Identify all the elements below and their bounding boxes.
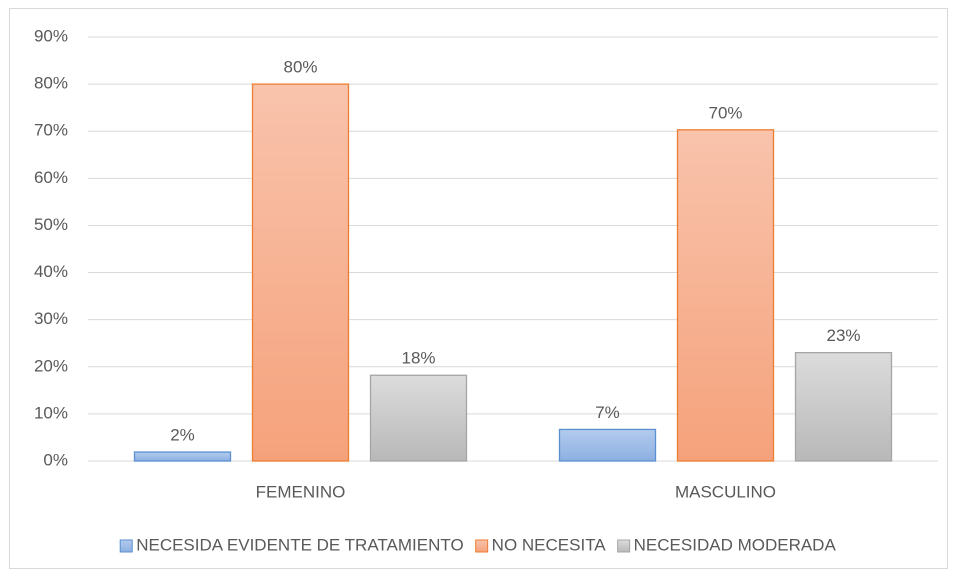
x-tick-label: MASCULINO xyxy=(675,482,776,501)
y-tick-label: 80% xyxy=(34,74,68,93)
y-tick-label: 20% xyxy=(34,356,68,375)
y-tick-label: 30% xyxy=(34,309,68,328)
legend-label: NECESIDA EVIDENTE DE TRATAMIENTO xyxy=(136,535,463,554)
bar xyxy=(133,451,232,462)
value-label: 7% xyxy=(595,403,620,422)
bar xyxy=(369,374,468,462)
value-label: 2% xyxy=(170,426,195,445)
value-label: 80% xyxy=(283,58,317,77)
bar xyxy=(251,83,350,462)
y-tick-label: 70% xyxy=(34,121,68,140)
y-tick-label: 0% xyxy=(43,450,68,469)
y-tick-label: 50% xyxy=(34,215,68,234)
value-label: 23% xyxy=(826,326,860,345)
x-tick-label: FEMENINO xyxy=(256,482,346,501)
y-tick-label: 90% xyxy=(34,26,68,45)
value-label: 18% xyxy=(401,349,435,368)
legend-swatch xyxy=(119,539,133,553)
legend-label: NO NECESITA xyxy=(492,535,607,554)
bar xyxy=(558,428,657,462)
bar xyxy=(676,129,775,462)
legend-swatch xyxy=(617,539,631,553)
y-tick-label: 40% xyxy=(34,262,68,281)
y-tick-label: 10% xyxy=(34,403,68,422)
chart-border xyxy=(9,8,948,569)
legend-label: NECESIDAD MODERADA xyxy=(634,535,837,554)
bar xyxy=(794,351,893,462)
legend-swatch xyxy=(475,539,489,553)
value-label: 70% xyxy=(708,103,742,122)
y-tick-label: 60% xyxy=(34,168,68,187)
